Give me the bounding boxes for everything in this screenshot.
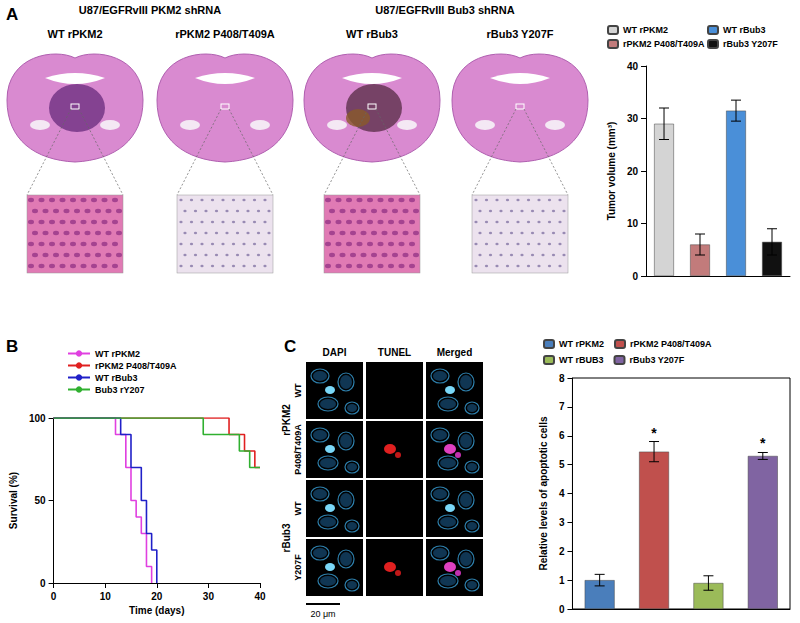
svg-text:rBub3 Y207F: rBub3 Y207F (723, 39, 778, 49)
svg-text:Tumor volume (mm³): Tumor volume (mm³) (606, 122, 617, 221)
svg-text:1: 1 (559, 575, 565, 586)
svg-text:U87/EGFRvIII Bub3 shRNA: U87/EGFRvIII Bub3 shRNA (375, 4, 514, 16)
svg-text:5: 5 (559, 459, 565, 470)
svg-text:WT rBUB3: WT rBUB3 (559, 355, 604, 365)
svg-text:rBub3 Y207F: rBub3 Y207F (629, 355, 684, 365)
svg-text:0: 0 (40, 578, 46, 589)
svg-text:Survival (%): Survival (%) (8, 472, 19, 529)
svg-text:B: B (6, 337, 18, 356)
svg-text:Time (days): Time (days) (129, 605, 184, 616)
svg-text:rBub3 Y207F: rBub3 Y207F (486, 28, 553, 40)
svg-text:P408/T409A: P408/T409A (293, 424, 303, 475)
svg-text:WT: WT (293, 383, 303, 397)
svg-text:2: 2 (559, 546, 565, 557)
svg-text:0: 0 (51, 591, 57, 602)
svg-text:0: 0 (559, 604, 565, 615)
svg-text:6: 6 (559, 430, 565, 441)
svg-text:40: 40 (254, 591, 266, 602)
svg-text:rPKM2: rPKM2 (281, 404, 292, 436)
svg-text:WT rBub3: WT rBub3 (95, 373, 138, 383)
svg-text:WT rBub3: WT rBub3 (723, 25, 766, 35)
svg-text:0: 0 (632, 271, 638, 282)
svg-text:U87/EGFRvIII PKM2 shRNA: U87/EGFRvIII PKM2 shRNA (79, 4, 221, 16)
svg-text:WT rPKM2: WT rPKM2 (559, 339, 604, 349)
svg-text:10: 10 (627, 218, 639, 229)
svg-text:20: 20 (627, 166, 639, 177)
svg-text:*: * (760, 435, 766, 451)
svg-text:8: 8 (559, 373, 565, 384)
svg-text:Y207F: Y207F (293, 554, 303, 581)
svg-text:rPKM2 P408/T409A: rPKM2 P408/T409A (175, 28, 275, 40)
svg-text:7: 7 (559, 401, 565, 412)
svg-text:WT rPKM2: WT rPKM2 (95, 349, 140, 359)
svg-text:4: 4 (559, 488, 565, 499)
svg-text:C: C (284, 337, 296, 356)
svg-text:TUNEL: TUNEL (378, 347, 411, 358)
svg-text:Bub3 rY207: Bub3 rY207 (95, 385, 145, 395)
svg-text:A: A (6, 5, 18, 24)
svg-text:10: 10 (100, 591, 112, 602)
svg-text:WT rBub3: WT rBub3 (346, 28, 398, 40)
svg-text:WT rPKM2: WT rPKM2 (623, 25, 668, 35)
svg-text:*: * (651, 425, 657, 441)
svg-text:20: 20 (151, 591, 163, 602)
svg-text:WT rPKM2: WT rPKM2 (48, 28, 103, 40)
svg-text:rPKM2 P408/T409A: rPKM2 P408/T409A (623, 39, 705, 49)
svg-text:100: 100 (29, 413, 46, 424)
svg-text:Merged: Merged (437, 347, 473, 358)
svg-text:20 μm: 20 μm (310, 609, 335, 619)
svg-text:rPKM2 P408/T409A: rPKM2 P408/T409A (630, 339, 712, 349)
svg-text:3: 3 (559, 517, 565, 528)
svg-text:Relative levels of apoptotic c: Relative levels of apoptotic cells (538, 416, 549, 570)
svg-text:30: 30 (203, 591, 215, 602)
svg-text:30: 30 (627, 113, 639, 124)
svg-text:rPKM2 P408/T409A: rPKM2 P408/T409A (95, 361, 177, 371)
svg-text:rBub3: rBub3 (281, 523, 292, 552)
svg-text:40: 40 (627, 61, 639, 72)
svg-text:DAPI: DAPI (323, 347, 347, 358)
svg-text:WT: WT (293, 501, 303, 515)
svg-text:50: 50 (34, 495, 46, 506)
